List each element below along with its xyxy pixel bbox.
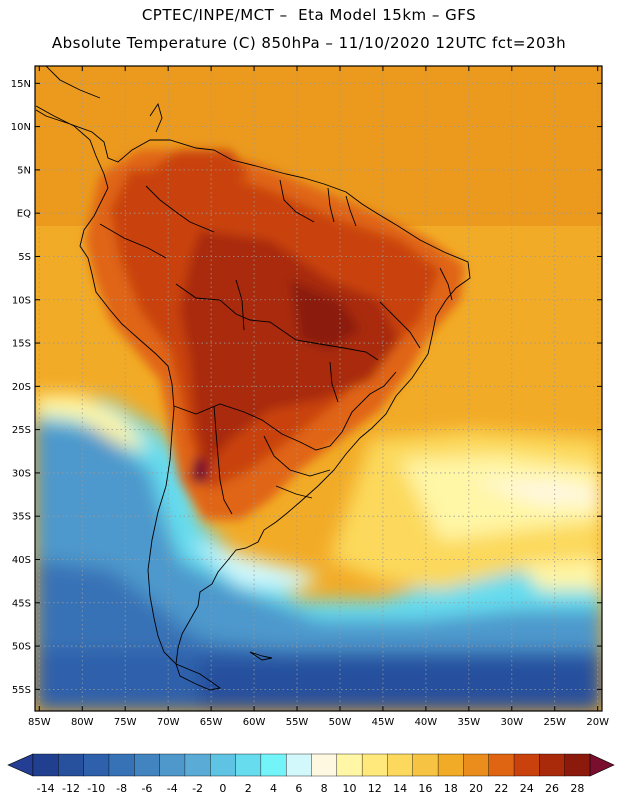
temperature-field [35, 66, 602, 711]
colorbar-swatch [463, 753, 490, 777]
colorbar-label: 18 [444, 782, 458, 795]
colorbar-label: 6 [295, 782, 302, 795]
lat-label: 50S [12, 642, 31, 653]
longitude-labels: 85W 80W 75W 70W 65W 60W 55W 50W 45W 40W 35W 30W 25W 2… [28, 717, 609, 728]
colorbar-label: -2 [192, 782, 203, 795]
colorbar-swatch [387, 753, 414, 777]
latitude-labels: 15N 10N 5N EQ 5S 10S 15S 20S 25S 30S 35S 40S 45S 50S 5… [11, 79, 31, 696]
lon-label: 70W [157, 717, 180, 728]
colorbar-labels: -14 -12 -10 -8 -6 -4 -2 0 2 4 6 8 10 12 14 16 18 20 22 24 26… [37, 782, 585, 795]
colorbar-label: -4 [167, 782, 178, 795]
lon-label: 30W [500, 717, 523, 728]
colorbar-swatch [134, 753, 161, 777]
title-line-2: Absolute Temperature (C) 850hPa – 11/10/… [51, 34, 567, 52]
colorbar-label: 10 [342, 782, 356, 795]
lon-label: 55W [286, 717, 309, 728]
colorbar [7, 753, 615, 777]
colorbar-label: -10 [87, 782, 105, 795]
colorbar-swatch [285, 753, 313, 777]
lon-label: 75W [114, 717, 137, 728]
lon-label: 35W [458, 717, 481, 728]
colorbar-label: -6 [141, 782, 152, 795]
colorbar-label: 26 [545, 782, 559, 795]
lon-label: 20W [586, 717, 609, 728]
lat-label: 10N [11, 122, 31, 133]
colorbar-swatch [58, 753, 85, 777]
colorbar-swatch [159, 753, 186, 777]
colorbar-swatch [235, 753, 262, 777]
map-frame [34, 65, 603, 712]
coastline-borders [35, 66, 471, 691]
colorbar-label: 16 [418, 782, 432, 795]
colorbar-low-arrow [7, 753, 34, 777]
colorbar-label: 4 [270, 782, 277, 795]
colorbar-swatch [513, 753, 540, 777]
colorbar-swatch [361, 753, 388, 777]
lon-label: 60W [243, 717, 266, 728]
colorbar-swatch [260, 753, 287, 777]
colorbar-label: -12 [62, 782, 80, 795]
lon-label: 25W [543, 717, 566, 728]
colorbar-swatch [184, 753, 211, 777]
colorbar-label: -8 [116, 782, 127, 795]
lon-label: 85W [28, 717, 51, 728]
colorbar-label: 0 [219, 782, 226, 795]
colorbar-swatch [336, 753, 363, 777]
lat-label: 20S [12, 382, 31, 393]
colorbar-swatch [83, 753, 110, 777]
colorbar-swatch [539, 753, 566, 777]
axis-ticks [35, 66, 602, 711]
lon-label: 40W [415, 717, 438, 728]
lat-label: 10S [12, 295, 31, 306]
lon-label: 45W [372, 717, 395, 728]
lon-label: 65W [200, 717, 223, 728]
lat-label: 40S [12, 555, 31, 566]
colorbar-swatch [437, 753, 464, 777]
colorbar-label: 14 [393, 782, 407, 795]
lat-label: 25S [12, 425, 31, 436]
colorbar-high-arrow [589, 753, 615, 777]
lon-label: 80W [71, 717, 94, 728]
colorbar-label: -14 [37, 782, 55, 795]
colorbar-swatch [412, 753, 439, 777]
lat-label: 55S [12, 685, 31, 696]
lon-label: 50W [329, 717, 352, 728]
colorbar-label: 24 [520, 782, 534, 795]
colorbar-swatch [564, 753, 591, 777]
colorbar-label: 20 [469, 782, 483, 795]
lat-label: 15S [12, 339, 31, 350]
lat-label: 35S [12, 512, 31, 523]
colorbar-swatch [32, 753, 59, 777]
lat-label: 45S [12, 598, 31, 609]
colorbar-label: 28 [570, 782, 584, 795]
lat-label: 30S [12, 468, 31, 479]
colorbar-label: 22 [494, 782, 508, 795]
lat-label: EQ [17, 209, 31, 220]
lat-label: 15N [11, 79, 31, 90]
colorbar-label: 2 [245, 782, 252, 795]
lat-label: 5N [17, 165, 31, 176]
colorbar-swatch [311, 753, 338, 777]
colorbar-swatch [108, 753, 135, 777]
colorbar-swatch [210, 753, 237, 777]
colorbar-label: 8 [321, 782, 328, 795]
colorbar-label: 12 [368, 782, 382, 795]
colorbar-swatch [488, 753, 515, 777]
lat-label: 5S [18, 252, 31, 263]
title-line-1: CPTEC/INPE/MCT – Eta Model 15km – GFS [141, 6, 477, 24]
graticule [35, 66, 602, 711]
